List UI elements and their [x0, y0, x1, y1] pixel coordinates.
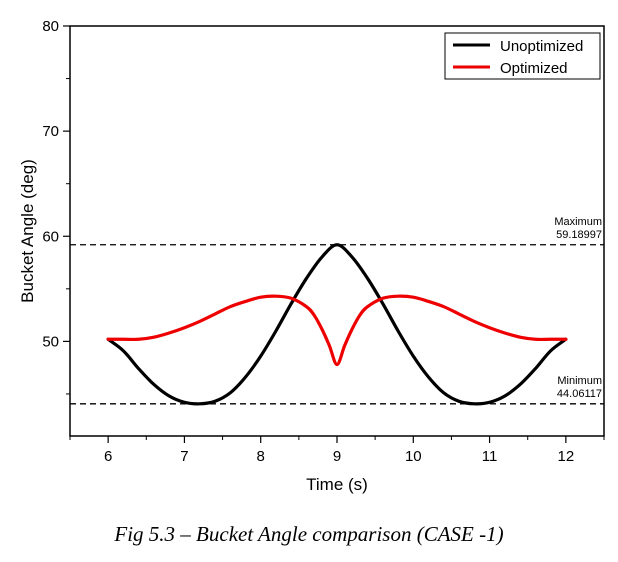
legend-label-optimized: Optimized — [500, 60, 568, 77]
y-tick-label: 50 — [42, 333, 59, 350]
reference-label-maximum: Maximum — [554, 216, 602, 228]
series-line-optimized — [106, 294, 568, 367]
x-tick-label: 10 — [405, 448, 422, 465]
x-axis-ticks: 6 7 8 9 10 11 12 — [69, 436, 605, 465]
x-tick-label: 9 — [333, 448, 341, 465]
y-tick-label: 60 — [42, 228, 59, 245]
x-tick-label: 11 — [482, 448, 498, 465]
legend: Unoptimized Optimized — [444, 32, 601, 80]
x-tick-label: 12 — [558, 448, 575, 465]
legend-label-unoptimized: Unoptimized — [500, 38, 583, 55]
x-axis-label: Time (s) — [306, 475, 368, 494]
y-tick-label: 70 — [42, 123, 59, 140]
y-axis-label: Bucket Angle (deg) — [18, 159, 37, 303]
x-tick-label: 8 — [257, 448, 265, 465]
reference-label-minimum: Minimum — [557, 375, 602, 387]
reference-value-minimum: 44.06117 — [557, 388, 602, 400]
y-tick-label: 80 — [42, 18, 59, 35]
x-tick-label: 7 — [180, 448, 188, 465]
legend-box — [444, 32, 601, 80]
reference-value-maximum: 59.18997 — [556, 229, 602, 241]
series-line-unoptimized — [106, 243, 568, 406]
y-axis-ticks: 50 60 70 80 — [42, 18, 70, 395]
series-lines — [106, 243, 568, 406]
x-tick-label: 6 — [104, 448, 112, 465]
figure-caption: Fig 5.3 – Bucket Angle comparison (CASE … — [114, 522, 504, 546]
plot-frame — [69, 25, 605, 437]
